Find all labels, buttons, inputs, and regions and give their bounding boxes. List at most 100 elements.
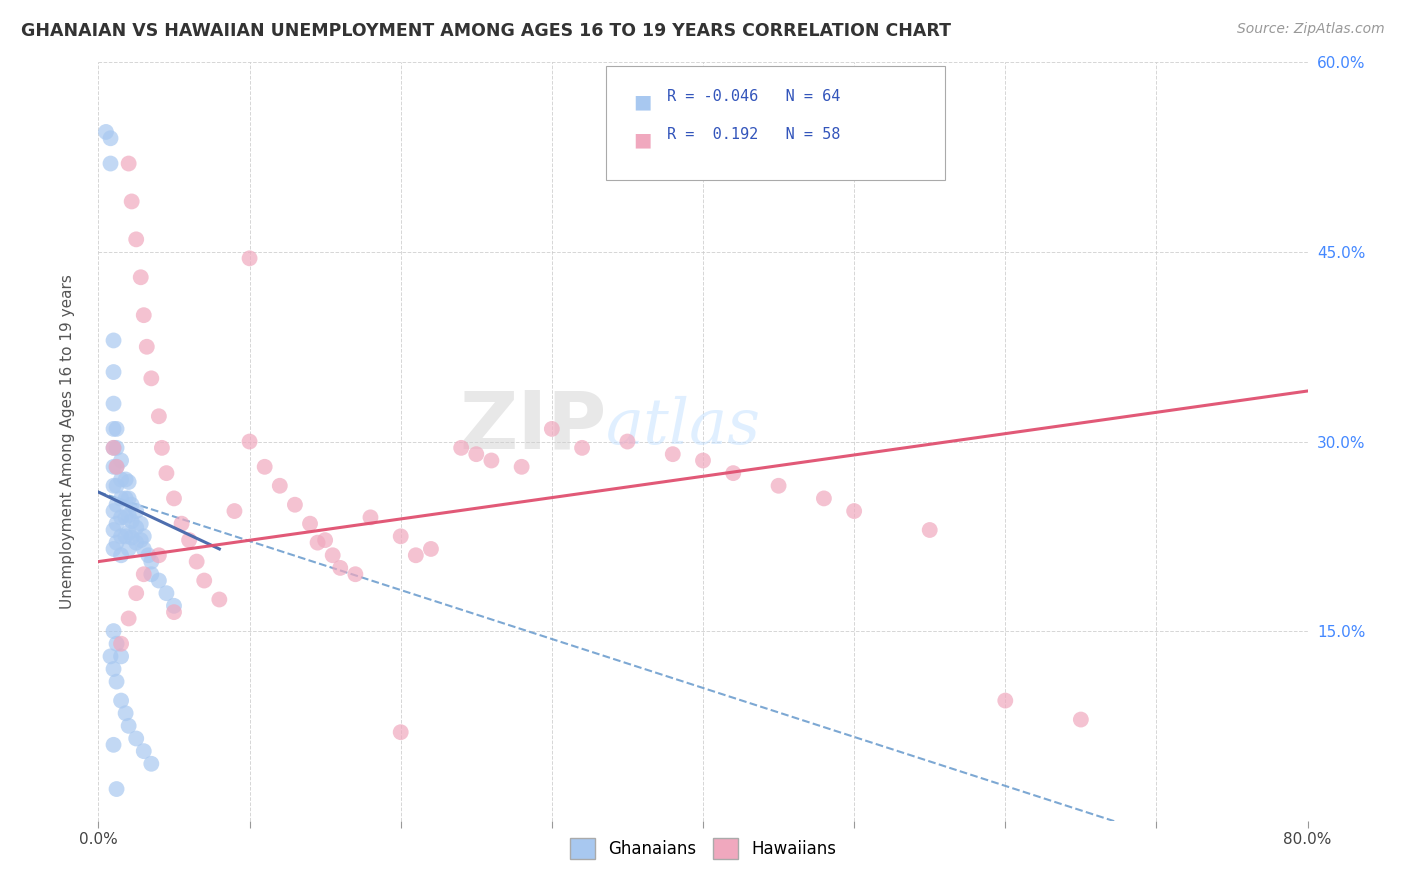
- Point: [360, 510, 382, 524]
- Point: [103, 441, 125, 455]
- Point: [125, 731, 148, 746]
- Point: [103, 738, 125, 752]
- Point: [105, 516, 128, 531]
- Point: [450, 441, 472, 455]
- Point: [100, 131, 122, 145]
- Point: [118, 508, 141, 522]
- Point: [129, 270, 152, 285]
- Point: [141, 567, 163, 582]
- Point: [125, 535, 148, 549]
- Point: [253, 459, 276, 474]
- Point: [105, 479, 128, 493]
- Point: [118, 525, 141, 540]
- Point: [136, 548, 159, 563]
- Text: atlas: atlas: [606, 395, 761, 458]
- Point: [118, 541, 141, 556]
- Text: ZIP: ZIP: [458, 387, 606, 466]
- Point: [118, 156, 141, 170]
- Point: [420, 541, 443, 556]
- Point: [118, 475, 141, 489]
- Point: [114, 510, 136, 524]
- Point: [465, 447, 488, 461]
- Point: [208, 592, 231, 607]
- Point: [389, 529, 412, 543]
- Point: [100, 649, 122, 664]
- Point: [103, 541, 125, 556]
- Point: [224, 504, 246, 518]
- Point: [141, 555, 163, 569]
- Point: [103, 422, 125, 436]
- Point: [239, 434, 262, 449]
- Point: [132, 529, 155, 543]
- Y-axis label: Unemployment Among Ages 16 to 19 years: Unemployment Among Ages 16 to 19 years: [60, 274, 75, 609]
- Point: [389, 725, 412, 739]
- Point: [129, 533, 152, 547]
- Text: ■: ■: [633, 130, 651, 150]
- Point: [148, 409, 170, 424]
- Point: [103, 365, 125, 379]
- Point: [314, 533, 336, 547]
- Point: [125, 520, 148, 534]
- Point: [105, 422, 128, 436]
- Point: [110, 693, 132, 707]
- Point: [299, 516, 322, 531]
- Point: [110, 473, 132, 487]
- Point: [1070, 713, 1092, 727]
- Text: ■: ■: [633, 93, 651, 112]
- Point: [110, 637, 132, 651]
- Point: [105, 637, 128, 651]
- Point: [540, 422, 562, 436]
- Point: [105, 498, 128, 512]
- Point: [994, 693, 1017, 707]
- Point: [121, 498, 143, 512]
- Point: [918, 523, 941, 537]
- Point: [723, 466, 745, 480]
- Point: [141, 756, 163, 771]
- Point: [114, 706, 136, 721]
- Point: [110, 510, 132, 524]
- Point: [118, 611, 141, 625]
- Point: [121, 514, 143, 528]
- Point: [571, 441, 593, 455]
- Point: [813, 491, 835, 506]
- Point: [118, 719, 141, 733]
- Point: [103, 459, 125, 474]
- Point: [141, 371, 163, 385]
- Point: [155, 586, 177, 600]
- Point: [148, 574, 170, 588]
- Point: [105, 459, 128, 474]
- Point: [105, 782, 128, 797]
- Point: [239, 252, 262, 266]
- Point: [163, 605, 186, 619]
- Point: [110, 529, 132, 543]
- Point: [616, 434, 638, 449]
- Point: [148, 548, 170, 563]
- Point: [125, 232, 148, 246]
- Point: [103, 441, 125, 455]
- Point: [132, 541, 155, 556]
- Point: [329, 561, 352, 575]
- Point: [110, 453, 132, 467]
- Point: [132, 308, 155, 322]
- Point: [132, 567, 155, 582]
- Point: [193, 574, 215, 588]
- Point: [121, 531, 143, 545]
- Point: [155, 466, 177, 480]
- Point: [170, 516, 193, 531]
- Point: [307, 535, 329, 549]
- Point: [110, 491, 132, 506]
- Point: [661, 447, 683, 461]
- Point: [692, 453, 714, 467]
- Point: [129, 516, 152, 531]
- Point: [135, 340, 157, 354]
- Point: [100, 156, 122, 170]
- Point: [481, 453, 503, 467]
- Point: [118, 491, 141, 506]
- Point: [103, 504, 125, 518]
- Point: [284, 498, 307, 512]
- Point: [105, 459, 128, 474]
- Point: [179, 533, 201, 547]
- Point: [103, 624, 125, 639]
- Point: [186, 555, 208, 569]
- Point: [125, 586, 148, 600]
